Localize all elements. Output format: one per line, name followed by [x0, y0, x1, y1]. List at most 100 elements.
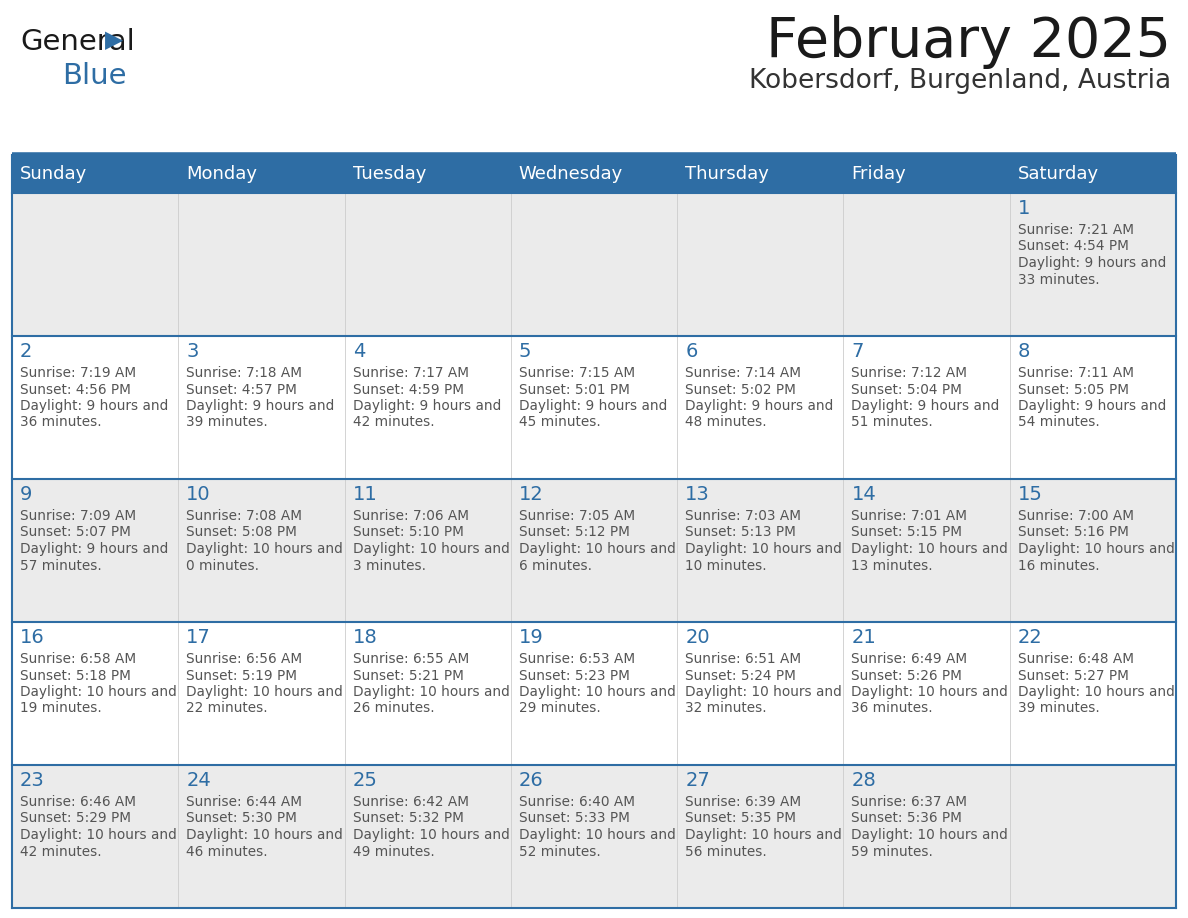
- Text: Daylight: 9 hours and: Daylight: 9 hours and: [1018, 256, 1165, 270]
- Text: 36 minutes.: 36 minutes.: [852, 701, 933, 715]
- Text: Sunrise: 7:18 AM: Sunrise: 7:18 AM: [187, 366, 302, 380]
- Text: 13 minutes.: 13 minutes.: [852, 558, 933, 573]
- Text: Sunset: 4:54 PM: Sunset: 4:54 PM: [1018, 240, 1129, 253]
- Text: 13: 13: [685, 485, 710, 504]
- Text: Sunset: 5:05 PM: Sunset: 5:05 PM: [1018, 383, 1129, 397]
- Text: 19 minutes.: 19 minutes.: [20, 701, 102, 715]
- Text: Sunday: Sunday: [20, 165, 87, 183]
- Text: Sunrise: 7:06 AM: Sunrise: 7:06 AM: [353, 509, 468, 523]
- Text: Daylight: 9 hours and: Daylight: 9 hours and: [187, 399, 335, 413]
- Text: Sunset: 5:07 PM: Sunset: 5:07 PM: [20, 525, 131, 540]
- Text: Sunrise: 6:53 AM: Sunrise: 6:53 AM: [519, 652, 634, 666]
- Bar: [12, 155, 1176, 193]
- Text: 46 minutes.: 46 minutes.: [187, 845, 268, 858]
- Text: Sunset: 5:32 PM: Sunset: 5:32 PM: [353, 812, 463, 825]
- Text: 3: 3: [187, 342, 198, 361]
- Text: Daylight: 10 hours and: Daylight: 10 hours and: [353, 542, 510, 556]
- Text: Sunset: 5:02 PM: Sunset: 5:02 PM: [685, 383, 796, 397]
- Text: 42 minutes.: 42 minutes.: [20, 845, 102, 858]
- Text: Sunset: 4:56 PM: Sunset: 4:56 PM: [20, 383, 131, 397]
- Text: 39 minutes.: 39 minutes.: [187, 416, 268, 430]
- Text: Sunset: 5:04 PM: Sunset: 5:04 PM: [852, 383, 962, 397]
- Text: Sunrise: 7:09 AM: Sunrise: 7:09 AM: [20, 509, 137, 523]
- Text: Daylight: 9 hours and: Daylight: 9 hours and: [1018, 399, 1165, 413]
- Text: Daylight: 9 hours and: Daylight: 9 hours and: [519, 399, 668, 413]
- Text: Daylight: 9 hours and: Daylight: 9 hours and: [685, 399, 834, 413]
- Text: Saturday: Saturday: [1018, 165, 1099, 183]
- Text: Sunrise: 7:03 AM: Sunrise: 7:03 AM: [685, 509, 801, 523]
- Text: Daylight: 10 hours and: Daylight: 10 hours and: [1018, 542, 1175, 556]
- Text: 17: 17: [187, 628, 211, 647]
- Text: 16 minutes.: 16 minutes.: [1018, 558, 1099, 573]
- Text: 20: 20: [685, 628, 709, 647]
- Text: 21: 21: [852, 628, 877, 647]
- Text: February 2025: February 2025: [766, 15, 1171, 69]
- Text: Daylight: 9 hours and: Daylight: 9 hours and: [20, 399, 169, 413]
- Text: Sunrise: 7:14 AM: Sunrise: 7:14 AM: [685, 366, 801, 380]
- Text: Daylight: 10 hours and: Daylight: 10 hours and: [353, 685, 510, 699]
- Text: 56 minutes.: 56 minutes.: [685, 845, 767, 858]
- Text: 36 minutes.: 36 minutes.: [20, 416, 102, 430]
- Text: Sunrise: 7:00 AM: Sunrise: 7:00 AM: [1018, 509, 1133, 523]
- Text: 7: 7: [852, 342, 864, 361]
- Text: Sunrise: 6:55 AM: Sunrise: 6:55 AM: [353, 652, 469, 666]
- Text: Daylight: 10 hours and: Daylight: 10 hours and: [519, 685, 676, 699]
- Text: Sunset: 4:59 PM: Sunset: 4:59 PM: [353, 383, 463, 397]
- Text: Blue: Blue: [62, 62, 126, 90]
- Text: 8: 8: [1018, 342, 1030, 361]
- Text: Daylight: 10 hours and: Daylight: 10 hours and: [519, 542, 676, 556]
- Text: 57 minutes.: 57 minutes.: [20, 558, 102, 573]
- Text: 54 minutes.: 54 minutes.: [1018, 416, 1099, 430]
- Text: 0 minutes.: 0 minutes.: [187, 558, 259, 573]
- Bar: [12, 622, 1176, 765]
- Text: Sunset: 5:01 PM: Sunset: 5:01 PM: [519, 383, 630, 397]
- Text: Daylight: 10 hours and: Daylight: 10 hours and: [852, 685, 1009, 699]
- Text: Daylight: 10 hours and: Daylight: 10 hours and: [20, 685, 177, 699]
- Text: 52 minutes.: 52 minutes.: [519, 845, 601, 858]
- Text: Sunrise: 7:15 AM: Sunrise: 7:15 AM: [519, 366, 634, 380]
- Text: Daylight: 10 hours and: Daylight: 10 hours and: [852, 828, 1009, 842]
- Text: Sunrise: 6:56 AM: Sunrise: 6:56 AM: [187, 652, 303, 666]
- Text: 6: 6: [685, 342, 697, 361]
- Text: 9: 9: [20, 485, 32, 504]
- Text: Daylight: 10 hours and: Daylight: 10 hours and: [187, 828, 343, 842]
- Text: 22: 22: [1018, 628, 1042, 647]
- Text: Sunset: 5:35 PM: Sunset: 5:35 PM: [685, 812, 796, 825]
- Text: Daylight: 10 hours and: Daylight: 10 hours and: [187, 542, 343, 556]
- Bar: [12, 479, 1176, 622]
- Text: Daylight: 10 hours and: Daylight: 10 hours and: [685, 828, 842, 842]
- Text: Sunset: 5:27 PM: Sunset: 5:27 PM: [1018, 668, 1129, 682]
- Text: 45 minutes.: 45 minutes.: [519, 416, 601, 430]
- Text: Friday: Friday: [852, 165, 906, 183]
- Text: Sunset: 4:57 PM: Sunset: 4:57 PM: [187, 383, 297, 397]
- Text: Sunset: 5:15 PM: Sunset: 5:15 PM: [852, 525, 962, 540]
- Text: Daylight: 10 hours and: Daylight: 10 hours and: [1018, 685, 1175, 699]
- Text: 15: 15: [1018, 485, 1043, 504]
- Text: 19: 19: [519, 628, 544, 647]
- Text: Monday: Monday: [187, 165, 258, 183]
- Text: 32 minutes.: 32 minutes.: [685, 701, 766, 715]
- Text: Daylight: 10 hours and: Daylight: 10 hours and: [852, 542, 1009, 556]
- Text: Sunrise: 7:05 AM: Sunrise: 7:05 AM: [519, 509, 634, 523]
- Text: Sunset: 5:33 PM: Sunset: 5:33 PM: [519, 812, 630, 825]
- Text: Sunset: 5:30 PM: Sunset: 5:30 PM: [187, 812, 297, 825]
- Text: Wednesday: Wednesday: [519, 165, 624, 183]
- Text: 59 minutes.: 59 minutes.: [852, 845, 934, 858]
- Text: Sunrise: 7:19 AM: Sunrise: 7:19 AM: [20, 366, 137, 380]
- Text: Sunrise: 7:21 AM: Sunrise: 7:21 AM: [1018, 223, 1133, 237]
- Text: Sunset: 5:19 PM: Sunset: 5:19 PM: [187, 668, 297, 682]
- Text: Sunrise: 6:51 AM: Sunrise: 6:51 AM: [685, 652, 801, 666]
- Text: Thursday: Thursday: [685, 165, 769, 183]
- Text: 26 minutes.: 26 minutes.: [353, 701, 434, 715]
- Text: 33 minutes.: 33 minutes.: [1018, 273, 1099, 286]
- Text: Sunrise: 6:42 AM: Sunrise: 6:42 AM: [353, 795, 468, 809]
- Text: Sunrise: 6:37 AM: Sunrise: 6:37 AM: [852, 795, 967, 809]
- Text: Kobersdorf, Burgenland, Austria: Kobersdorf, Burgenland, Austria: [748, 68, 1171, 94]
- Text: 48 minutes.: 48 minutes.: [685, 416, 766, 430]
- Text: Sunrise: 7:08 AM: Sunrise: 7:08 AM: [187, 509, 302, 523]
- Text: Sunset: 5:12 PM: Sunset: 5:12 PM: [519, 525, 630, 540]
- Text: Sunrise: 6:48 AM: Sunrise: 6:48 AM: [1018, 652, 1133, 666]
- Text: 1: 1: [1018, 199, 1030, 218]
- Text: 12: 12: [519, 485, 544, 504]
- Text: 24: 24: [187, 771, 211, 790]
